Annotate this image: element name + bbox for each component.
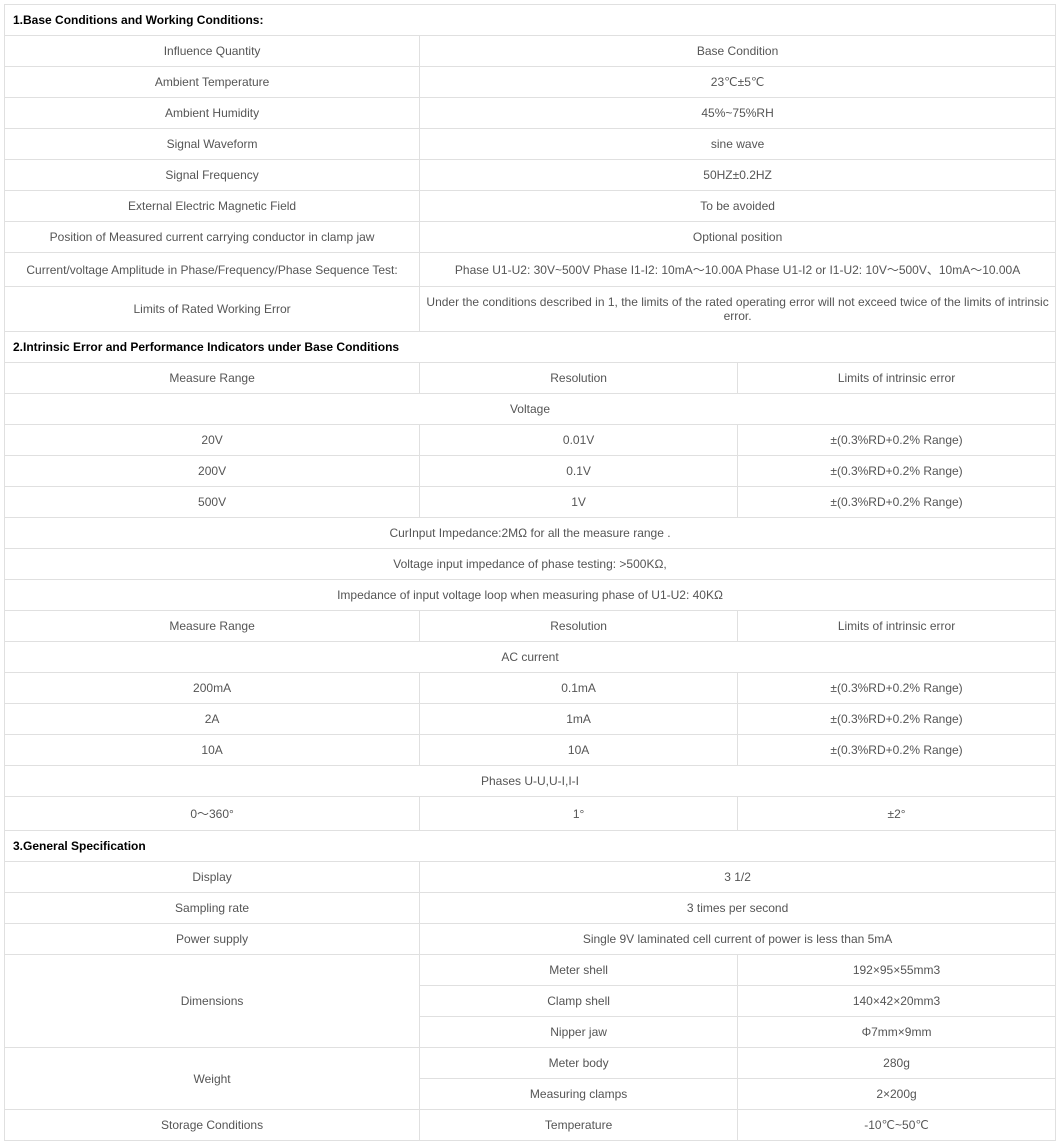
impedance-note: Impedance of input voltage loop when mea… [5, 580, 1056, 611]
dimensions-label: Dimensions [5, 955, 420, 1048]
weight-label: Weight [5, 1048, 420, 1110]
ac-resolution: 1mA [420, 704, 738, 735]
voltage-error: ±(0.3%RD+0.2% Range) [738, 425, 1056, 456]
s1-label: Ambient Humidity [5, 98, 420, 129]
weight-value: 280g [738, 1048, 1056, 1079]
phase-range: 0～360° [5, 797, 420, 831]
dim-value: 192×95×55mm3 [738, 955, 1056, 986]
s2-header: Limits of intrinsic error [738, 611, 1056, 642]
s1-value: 23℃±5℃ [420, 67, 1056, 98]
s1-value: Phase U1-U2: 30V~500V Phase I1-I2: 10mA～… [420, 253, 1056, 287]
s2-header: Measure Range [5, 363, 420, 394]
s1-label: Position of Measured current carrying co… [5, 222, 420, 253]
s1-value: Under the conditions described in 1, the… [420, 287, 1056, 332]
ac-range: 200mA [5, 673, 420, 704]
voltage-range: 500V [5, 487, 420, 518]
s1-label: Influence Quantity [5, 36, 420, 67]
ac-resolution: 10A [420, 735, 738, 766]
dim-part: Clamp shell [420, 986, 738, 1017]
dim-part: Nipper jaw [420, 1017, 738, 1048]
s1-value: sine wave [420, 129, 1056, 160]
s1-label: Limits of Rated Working Error [5, 287, 420, 332]
voltage-resolution: 0.1V [420, 456, 738, 487]
ac-label: AC current [5, 642, 1056, 673]
s2-header: Resolution [420, 363, 738, 394]
spec-table: 1.Base Conditions and Working Conditions… [4, 4, 1056, 1141]
s2-header: Resolution [420, 611, 738, 642]
phase-error: ±2° [738, 797, 1056, 831]
s1-label: Current/voltage Amplitude in Phase/Frequ… [5, 253, 420, 287]
s1-label: Signal Frequency [5, 160, 420, 191]
s3-value: 3 1/2 [420, 862, 1056, 893]
voltage-resolution: 1V [420, 487, 738, 518]
weight-part: Measuring clamps [420, 1079, 738, 1110]
section3-title: 3.General Specification [5, 831, 1056, 862]
weight-part: Meter body [420, 1048, 738, 1079]
weight-value: 2×200g [738, 1079, 1056, 1110]
phase-resolution: 1° [420, 797, 738, 831]
storage-label: Storage Conditions [5, 1110, 420, 1141]
s1-label: Ambient Temperature [5, 67, 420, 98]
s3-label: Sampling rate [5, 893, 420, 924]
ac-range: 2A [5, 704, 420, 735]
s1-value: 50HZ±0.2HZ [420, 160, 1056, 191]
section2-title: 2.Intrinsic Error and Performance Indica… [5, 332, 1056, 363]
s2-header: Measure Range [5, 611, 420, 642]
s3-label: Power supply [5, 924, 420, 955]
section1-title: 1.Base Conditions and Working Conditions… [5, 5, 1056, 36]
s3-value: Single 9V laminated cell current of powe… [420, 924, 1056, 955]
dim-value: Φ7mm×9mm [738, 1017, 1056, 1048]
ac-error: ±(0.3%RD+0.2% Range) [738, 673, 1056, 704]
ac-resolution: 0.1mA [420, 673, 738, 704]
impedance-note: CurInput Impedance:2MΩ for all the measu… [5, 518, 1056, 549]
ac-range: 10A [5, 735, 420, 766]
s1-value: 45%~75%RH [420, 98, 1056, 129]
s1-value: Base Condition [420, 36, 1056, 67]
impedance-note: Voltage input impedance of phase testing… [5, 549, 1056, 580]
dim-part: Meter shell [420, 955, 738, 986]
s3-value: 3 times per second [420, 893, 1056, 924]
dim-value: 140×42×20mm3 [738, 986, 1056, 1017]
ac-error: ±(0.3%RD+0.2% Range) [738, 735, 1056, 766]
voltage-resolution: 0.01V [420, 425, 738, 456]
s1-value: To be avoided [420, 191, 1056, 222]
voltage-error: ±(0.3%RD+0.2% Range) [738, 487, 1056, 518]
voltage-range: 200V [5, 456, 420, 487]
s1-value: Optional position [420, 222, 1056, 253]
s2-header: Limits of intrinsic error [738, 363, 1056, 394]
voltage-label: Voltage [5, 394, 1056, 425]
storage-part: Temperature [420, 1110, 738, 1141]
ac-error: ±(0.3%RD+0.2% Range) [738, 704, 1056, 735]
phases-label: Phases U-U,U-I,I-I [5, 766, 1056, 797]
s1-label: External Electric Magnetic Field [5, 191, 420, 222]
s3-label: Display [5, 862, 420, 893]
voltage-range: 20V [5, 425, 420, 456]
s1-label: Signal Waveform [5, 129, 420, 160]
voltage-error: ±(0.3%RD+0.2% Range) [738, 456, 1056, 487]
storage-value: -10℃~50℃ [738, 1110, 1056, 1141]
